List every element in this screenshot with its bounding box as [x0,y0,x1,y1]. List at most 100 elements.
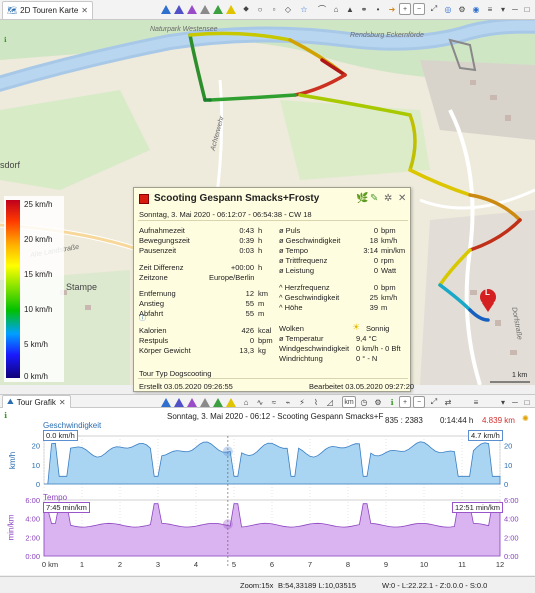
tour-triangle-green-icon[interactable] [212,3,224,15]
graph-zoom-in-button[interactable]: + [399,396,411,408]
minimize-icon[interactable]: ─ [512,397,518,407]
graph-triangle-blue-icon[interactable] [160,396,172,408]
graph-triangle-yellow-icon[interactable] [225,396,237,408]
tab-tour-graph[interactable]: ⛰ Tour Grafik ✕ [2,395,71,408]
stat-label: Anstieg [139,299,165,308]
map-label-place-stampe: Stampe [66,282,98,292]
power-icon[interactable]: ⚡ [299,397,305,407]
location-marker[interactable]: L [485,288,490,297]
leaf-icon[interactable]: 🌿 [356,193,369,204]
minimize-icon[interactable]: ─ [512,4,518,14]
weather-stat-value: 0 ° - N [356,354,378,363]
stat-value: 0 [373,226,378,235]
close-icon[interactable]: ✕ [58,397,66,407]
locate-icon[interactable]: ◎ [444,4,452,14]
pace-tick-right: 2:00 [504,533,519,542]
layers-stack-icon[interactable]: ≡ [487,4,493,14]
info-icon[interactable]: ℹ [4,411,8,420]
weather-stat-value: 0 km/h - 0 Bft [356,344,401,353]
sun-icon: ☀ [352,322,361,332]
graph-triangle-green-icon[interactable] [212,396,224,408]
tooltip-subtitle: Sonntag, 3. Mai 2020 - 06:12:07 - 06:54:… [139,210,312,219]
info-icon[interactable]: ℹ [4,37,7,44]
graph-fit-icon[interactable]: ⤢ [430,397,438,406]
temperature-icon[interactable]: ⌇ [314,397,318,407]
layer-icon[interactable]: ▲ [346,4,354,14]
legend-tick: 15 km/h [24,270,53,279]
speed-tick-right: 10 [504,461,512,470]
weather-stat-label: Windrichtung [279,354,323,363]
pace-right-value: 12:51 min/km [452,502,504,513]
graph-sync-icon[interactable]: ⇄ [444,397,452,407]
tour-triangle-purple-icon[interactable] [173,3,185,15]
pace-cursor-marker [222,519,233,530]
stat-label: ^ Herzfrequenz [279,283,330,292]
pace-icon[interactable]: ≈ [271,397,277,407]
graph-distance: 4.839 km [482,416,515,425]
speed-tick-right: 0 [504,480,508,489]
x-tick: 9 [384,560,388,569]
time-icon[interactable]: ◷ [360,397,368,407]
graph-zoom-out-button[interactable]: − [413,396,425,408]
legend-tick: 10 km/h [24,305,53,314]
close-icon[interactable]: ✕ [398,193,407,204]
x-tick: 4 [194,560,198,569]
graph-triangle-purple-icon[interactable] [173,396,185,408]
chart-line-icon[interactable]: ∿ [256,397,264,407]
graph-layers-icon[interactable]: ≡ [473,397,479,407]
edit-icon[interactable]: ✎ [370,193,379,204]
tour-triangle-blue-icon[interactable] [160,3,172,15]
direction-icon[interactable]: ➜ [388,4,396,14]
weather-stat-value: 9,4 °C [356,334,377,343]
close-icon[interactable]: ✕ [81,6,88,15]
info-icon[interactable]: ℹ [390,397,394,407]
settings-icon[interactable]: ✲ [384,193,393,204]
stat-label: ø Trittfrequenz [279,256,328,265]
stat-label: Abfahrt [139,309,164,318]
circle-icon[interactable]: ○ [257,4,263,14]
stat-unit: bpm [381,226,396,235]
x-tick: 6 [270,560,274,569]
zoom-in-button[interactable]: + [399,3,411,15]
tour-triangle-gray-icon[interactable] [199,3,211,15]
link-icon[interactable]: ⚭ [360,4,368,14]
tab-label: 2D Touren Karte [20,6,79,15]
settings-icon[interactable]: ⚙ [458,4,466,14]
stat-label: Pausenzeit [139,246,177,255]
tooltip-title: Scooting Gespann Smacks+Frosty [154,193,320,204]
maximize-icon[interactable]: □ [524,397,530,407]
stat-value: 25 [369,293,378,302]
star-icon[interactable]: ☆ [300,4,308,14]
gradient-icon[interactable]: ◿ [326,397,334,407]
zoom-out-button[interactable]: − [413,3,425,15]
tour-triangle-yellow-icon[interactable] [225,3,237,15]
graph-triangle-violet-icon[interactable] [186,396,198,408]
stat-unit: m [381,303,388,312]
view-menu-icon[interactable]: ▾ [500,4,505,14]
marker-icon[interactable]: ◇ [284,4,292,14]
cadence-icon[interactable]: ⌁ [285,397,291,407]
created-date: Erstellt 03.05.2020 09:26:55 [139,382,233,391]
speed-tick-right: 20 [504,442,512,451]
tour-triangle-violet-icon[interactable] [186,3,198,15]
tour-graph[interactable]: 20 20 10 10 0 0 6:00 6:00 4:00 4:00 2:00 2:00 0:00 0:… [0,408,535,575]
globe-icon[interactable]: ◉ [472,4,480,14]
waypoint-icon[interactable]: • [376,4,380,14]
fit-icon[interactable]: ⤢ [430,4,438,13]
mountain-icon[interactable]: ⌂ [243,397,249,407]
stat-label: Zeit Differenz [139,263,184,272]
tab-2d-tour-map[interactable]: 🗺 2D Touren Karte ✕ [2,1,93,19]
stat-label: ø Geschwindigkeit [279,236,341,245]
photo-icon[interactable]: ▫ [272,4,276,14]
mountain-icon[interactable]: ⌂ [333,4,339,14]
legend-tick: 20 km/h [24,235,53,244]
graph-settings-icon[interactable]: ⚙ [374,397,382,407]
pace-unit: min/km [6,514,16,541]
sync-icon[interactable]: ⌒ [318,4,326,14]
maximize-icon[interactable]: □ [524,4,530,14]
pin-icon[interactable]: ⬥ [243,4,249,13]
graph-triangle-gray-icon[interactable] [199,396,211,408]
stat-label: ø Tempo [279,246,309,255]
km-button[interactable]: km [342,396,356,408]
view-menu-icon[interactable]: ▾ [500,397,505,407]
